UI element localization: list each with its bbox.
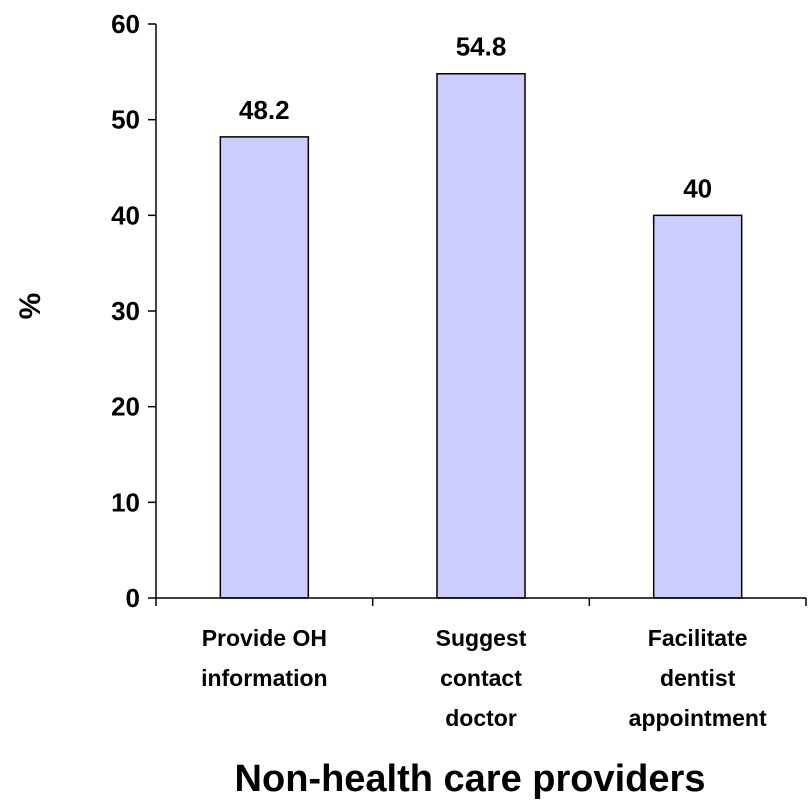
category-label: Provide OH [202, 625, 327, 651]
x-ticks [155, 598, 807, 606]
category-label: information [201, 665, 328, 691]
category-label: Suggest [436, 625, 527, 651]
data-labels: 48.2 54.8 40 [239, 32, 712, 204]
category-labels: Provide OH information Suggest contact docto… [201, 625, 767, 731]
bars [219, 72, 743, 599]
category-label: doctor [445, 705, 517, 731]
bar [436, 72, 526, 599]
y-tick-label: 30 [111, 296, 140, 326]
category-label: Facilitate [648, 625, 748, 651]
x-axis-title: Non-health care providers [235, 758, 706, 800]
data-label: 40 [683, 173, 712, 203]
y-tick-label: 50 [111, 105, 140, 135]
data-label: 54.8 [456, 32, 507, 62]
category-label: dentist [660, 665, 736, 691]
y-tick-label: 10 [111, 487, 140, 517]
y-ticks: 0 10 20 30 40 50 60 [111, 9, 156, 613]
y-axis-title: % [14, 293, 47, 320]
y-tick-label: 0 [126, 583, 140, 613]
y-tick-label: 60 [111, 9, 140, 39]
category-label: appointment [629, 705, 767, 731]
y-tick-label: 40 [111, 200, 140, 230]
bar [219, 136, 310, 599]
data-label: 48.2 [239, 95, 290, 125]
category-label: contact [440, 665, 522, 691]
y-tick-label: 20 [111, 392, 140, 422]
bar [652, 214, 743, 599]
